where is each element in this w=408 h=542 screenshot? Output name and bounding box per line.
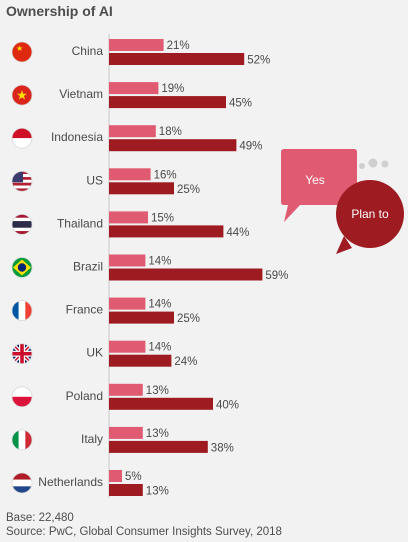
bar-yes <box>109 470 122 482</box>
thought-dot <box>381 160 389 168</box>
thought-dot <box>368 158 378 168</box>
value-label-yes: 19% <box>161 83 184 95</box>
value-label-yes: 13% <box>146 385 169 397</box>
indonesia-flag-icon <box>11 127 33 149</box>
value-label-plan-to: 24% <box>174 356 197 368</box>
legend-plan-to-bubble <box>336 180 404 248</box>
bar-yes <box>109 383 143 396</box>
poland-flag-icon <box>11 386 33 408</box>
bar-plan-to <box>109 182 174 195</box>
source-note: Source: PwC, Global Consumer Insights Su… <box>6 526 282 538</box>
value-label-yes: 16% <box>154 169 177 181</box>
bar-plan-to <box>109 268 263 281</box>
bar-yes <box>109 297 146 310</box>
legend-plan-to-tail <box>336 236 352 254</box>
base-note: Base: 22,480 <box>6 512 74 524</box>
bar-plan-to <box>109 440 208 453</box>
country-label: UK <box>86 346 103 360</box>
bar-plan-to <box>109 53 245 65</box>
bar-yes <box>109 82 159 95</box>
bar-yes <box>109 254 146 267</box>
country-label: Italy <box>81 432 103 446</box>
bar-plan-to <box>109 225 224 238</box>
country-label: Poland <box>66 389 103 403</box>
bar-plan-to <box>109 484 143 496</box>
bar-plan-to <box>109 139 237 152</box>
value-label-plan-to: 40% <box>216 399 239 411</box>
country-row: Italy 13% 38% <box>11 426 234 454</box>
value-label-plan-to: 13% <box>146 486 169 498</box>
country-row: France 14% 25% <box>11 297 200 325</box>
uk-flag-icon <box>11 343 33 365</box>
country-label: China <box>72 44 104 58</box>
country-label: Brazil <box>73 260 103 274</box>
bar-plan-to <box>109 354 172 367</box>
value-label-yes: 21% <box>167 40 190 52</box>
chart-title: Ownership of AI <box>6 3 113 19</box>
bar-yes <box>109 39 164 51</box>
bar-plan-to <box>109 397 213 410</box>
value-label-plan-to: 52% <box>247 55 270 67</box>
country-row: Netherlands 5% 13% <box>11 470 169 498</box>
value-label-plan-to: 45% <box>229 98 252 110</box>
svg-text:★: ★ <box>16 89 28 104</box>
bar-plan-to <box>109 311 174 324</box>
france-flag-icon <box>11 300 33 322</box>
italy-flag-icon <box>11 429 33 451</box>
country-row: Poland 13% 40% <box>11 383 239 411</box>
country-row: ★ China 21% 52% <box>11 39 270 67</box>
brazil-flag-icon <box>11 257 33 278</box>
bar-plan-to <box>109 96 226 109</box>
legend-yes-label: Yes <box>305 173 325 187</box>
value-label-yes: 5% <box>125 471 142 483</box>
netherlands-flag-icon <box>11 472 33 494</box>
value-label-yes: 15% <box>151 212 174 224</box>
value-label-plan-to: 59% <box>265 270 288 282</box>
country-label: Vietnam <box>59 87 103 101</box>
legend: Yes Plan to <box>281 149 404 254</box>
thought-dot <box>359 163 365 169</box>
country-label: US <box>86 173 103 187</box>
bar-yes <box>109 168 151 181</box>
value-label-plan-to: 38% <box>211 442 234 454</box>
thailand-flag-icon <box>11 213 33 235</box>
country-label: Thailand <box>57 216 103 230</box>
country-row: ★ Vietnam 19% 45% <box>11 82 252 110</box>
country-row: Brazil 14% 59% <box>11 254 288 282</box>
value-label-yes: 14% <box>148 299 171 311</box>
country-row: Indonesia 18% 49% <box>11 125 262 153</box>
china-flag-icon: ★ <box>11 41 33 63</box>
svg-text:★: ★ <box>16 44 23 53</box>
value-label-plan-to: 25% <box>177 184 200 196</box>
value-label-plan-to: 49% <box>239 141 262 153</box>
value-label-plan-to: 44% <box>226 227 249 239</box>
value-label-plan-to: 25% <box>177 313 200 325</box>
value-label-yes: 14% <box>148 256 171 268</box>
country-row: Thailand 15% 44% <box>11 211 249 239</box>
country-row: UK 14%24% <box>11 340 197 368</box>
bar-yes <box>109 125 156 138</box>
us-flag-icon <box>11 170 33 192</box>
bar-yes <box>109 211 148 224</box>
country-label: Netherlands <box>38 475 103 489</box>
legend-plan-to-label: Plan to <box>351 207 389 221</box>
country-label: Indonesia <box>51 130 103 144</box>
vietnam-flag-icon: ★ <box>11 84 33 106</box>
bar-yes <box>109 426 143 439</box>
value-label-yes: 13% <box>146 428 169 440</box>
country-row: US 16%25% <box>11 168 200 196</box>
value-label-yes: 14% <box>148 342 171 354</box>
country-label: France <box>66 303 104 317</box>
value-label-yes: 18% <box>159 126 182 138</box>
bar-yes <box>109 340 146 353</box>
